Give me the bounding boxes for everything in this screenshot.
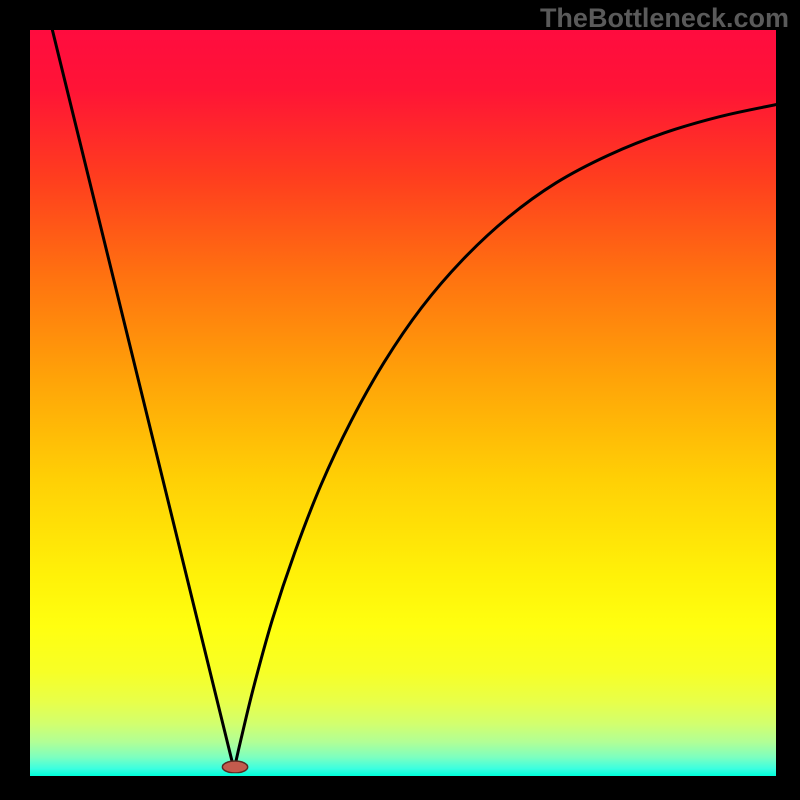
watermark-label: TheBottleneck.com — [540, 3, 789, 34]
chart-plot-area — [30, 30, 776, 776]
chart-background-gradient — [30, 30, 776, 776]
chart-marker — [222, 760, 249, 773]
